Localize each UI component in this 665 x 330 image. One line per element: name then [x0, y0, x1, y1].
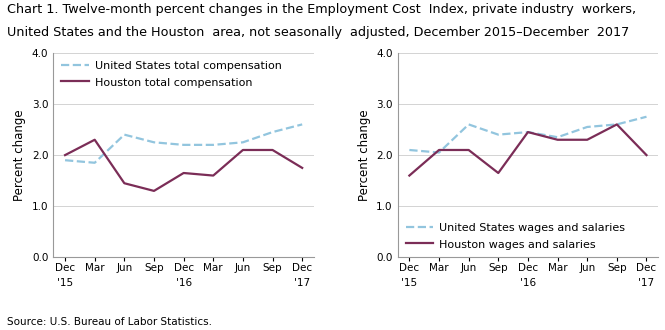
- Houston total compensation: [180, 171, 188, 175]
- Line: Houston wages and salaries: Houston wages and salaries: [410, 124, 646, 176]
- Houston total compensation: [150, 189, 158, 193]
- United States wages and salaries: [583, 125, 591, 129]
- Y-axis label: Percent change: Percent change: [13, 109, 27, 201]
- Text: Chart 1. Twelve-month percent changes in the Employment Cost  Index, private ind: Chart 1. Twelve-month percent changes in…: [7, 3, 636, 16]
- United States total compensation: [180, 143, 188, 147]
- United States wages and salaries: [494, 133, 502, 137]
- Houston total compensation: [209, 174, 217, 178]
- Houston wages and salaries: [435, 148, 443, 152]
- Houston wages and salaries: [524, 130, 532, 134]
- Houston total compensation: [90, 138, 98, 142]
- Houston wages and salaries: [583, 138, 591, 142]
- Houston wages and salaries: [553, 138, 561, 142]
- United States wages and salaries: [642, 115, 650, 119]
- Houston total compensation: [61, 153, 69, 157]
- Y-axis label: Percent change: Percent change: [358, 109, 370, 201]
- Text: United States and the Houston  area, not seasonally  adjusted, December 2015–Dec: United States and the Houston area, not …: [7, 26, 629, 39]
- Houston total compensation: [239, 148, 247, 152]
- United States total compensation: [239, 140, 247, 144]
- United States wages and salaries: [406, 148, 414, 152]
- Houston wages and salaries: [406, 174, 414, 178]
- United States wages and salaries: [613, 122, 621, 126]
- Houston total compensation: [298, 166, 306, 170]
- United States wages and salaries: [465, 122, 473, 126]
- United States total compensation: [298, 122, 306, 126]
- United States total compensation: [120, 133, 128, 137]
- United States total compensation: [90, 161, 98, 165]
- Houston wages and salaries: [465, 148, 473, 152]
- United States wages and salaries: [524, 130, 532, 134]
- Line: Houston total compensation: Houston total compensation: [65, 140, 302, 191]
- Legend: United States total compensation, Houston total compensation: United States total compensation, Housto…: [61, 60, 281, 87]
- United States total compensation: [209, 143, 217, 147]
- Legend: United States wages and salaries, Houston wages and salaries: United States wages and salaries, Housto…: [406, 223, 625, 250]
- Houston wages and salaries: [613, 122, 621, 126]
- United States total compensation: [269, 130, 277, 134]
- Houston total compensation: [269, 148, 277, 152]
- Houston wages and salaries: [494, 171, 502, 175]
- Houston wages and salaries: [642, 153, 650, 157]
- United States total compensation: [61, 158, 69, 162]
- Houston total compensation: [120, 181, 128, 185]
- United States wages and salaries: [435, 150, 443, 154]
- Line: United States total compensation: United States total compensation: [65, 124, 302, 163]
- United States wages and salaries: [553, 135, 561, 139]
- Line: United States wages and salaries: United States wages and salaries: [410, 117, 646, 152]
- Text: Source: U.S. Bureau of Labor Statistics.: Source: U.S. Bureau of Labor Statistics.: [7, 317, 211, 327]
- United States total compensation: [150, 140, 158, 144]
